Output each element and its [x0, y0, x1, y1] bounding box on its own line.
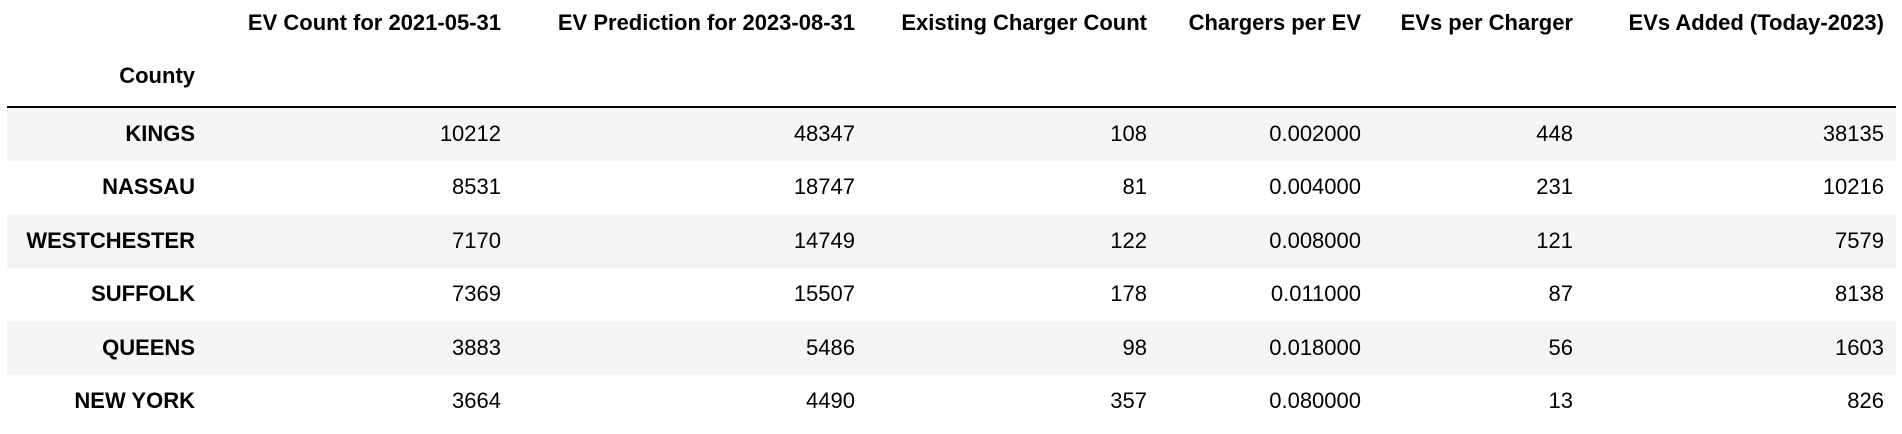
row-index-county: SUFFOLK — [91, 281, 195, 307]
table-row: NASSAU 8531 18747 81 0.004000 231 10216 — [7, 160, 1896, 214]
column-header-ev-prediction: EV Prediction for 2023-08-31 — [557, 10, 855, 35]
table-cell: 0.080000 — [1269, 388, 1361, 414]
table-cell: 826 — [1847, 388, 1884, 414]
table-cell: 13 — [1548, 388, 1573, 414]
column-header-blank — [7, 0, 207, 46]
table-cell: 231 — [1536, 174, 1573, 200]
table-row: WESTCHESTER 7170 14749 122 0.008000 121 … — [7, 214, 1896, 268]
table-cell: 48347 — [793, 121, 855, 147]
index-name: County — [7, 46, 207, 108]
column-header-ev-count: EV Count for 2021-05-31 — [247, 10, 501, 35]
index-name-spacer — [513, 46, 867, 108]
table-cell: 1603 — [1835, 334, 1884, 360]
table-cell: 98 — [1122, 334, 1147, 360]
table-cell: 178 — [1110, 281, 1147, 307]
table-cell: 7170 — [452, 227, 501, 253]
index-name-row: County — [7, 46, 1896, 108]
row-index-county: QUEENS — [102, 334, 195, 360]
table-cell: 357 — [1110, 388, 1147, 414]
table-row: SUFFOLK 7369 15507 178 0.011000 87 8138 — [7, 267, 1896, 321]
dataframe-table: EV Count for 2021-05-31 EV Prediction fo… — [7, 0, 1896, 428]
table-row: KINGS 10212 48347 108 0.002000 448 38135 — [7, 107, 1896, 161]
column-header-evs-per-charger: EVs per Charger — [1400, 10, 1573, 35]
table-cell: 56 — [1548, 334, 1573, 360]
table-cell: 10212 — [439, 121, 501, 147]
index-name-spacer — [867, 46, 1159, 108]
row-index-county: NEW YORK — [74, 388, 195, 414]
table-cell: 7579 — [1835, 227, 1884, 253]
table-cell: 5486 — [806, 334, 855, 360]
table-cell: 108 — [1110, 121, 1147, 147]
table-cell: 0.008000 — [1269, 227, 1361, 253]
index-name-spacer — [207, 46, 513, 108]
index-name-spacer — [1373, 46, 1585, 108]
index-name-spacer — [1585, 46, 1896, 108]
table-cell: 0.004000 — [1269, 174, 1361, 200]
row-index-county: WESTCHESTER — [26, 227, 195, 253]
table-cell: 15507 — [793, 281, 855, 307]
table-cell: 81 — [1122, 174, 1147, 200]
row-index-county: NASSAU — [102, 174, 195, 200]
column-header-row: EV Count for 2021-05-31 EV Prediction fo… — [7, 0, 1896, 46]
table-cell: 3883 — [452, 334, 501, 360]
table-body: KINGS 10212 48347 108 0.002000 448 38135… — [7, 107, 1896, 428]
table-cell: 7369 — [452, 281, 501, 307]
table-row: NEW YORK 3664 4490 357 0.080000 13 826 — [7, 374, 1896, 428]
table-cell: 18747 — [793, 174, 855, 200]
table-cell: 448 — [1536, 121, 1573, 147]
table-cell: 4490 — [806, 388, 855, 414]
table-cell: 8531 — [452, 174, 501, 200]
table-cell: 87 — [1548, 281, 1573, 307]
column-header-evs-added: EVs Added (Today-2023) — [1628, 10, 1884, 35]
column-header-chargers-per-ev: Chargers per EV — [1188, 10, 1361, 35]
table-cell: 0.011000 — [1270, 281, 1361, 307]
column-header-existing-charger-count: Existing Charger Count — [901, 10, 1147, 35]
index-name-spacer — [1159, 46, 1373, 108]
table-cell: 38135 — [1822, 121, 1884, 147]
table-cell: 121 — [1536, 227, 1573, 253]
table-cell: 0.002000 — [1269, 121, 1361, 147]
table-cell: 3664 — [452, 388, 501, 414]
table-cell: 8138 — [1835, 281, 1884, 307]
table-cell: 122 — [1110, 227, 1147, 253]
table-cell: 14749 — [793, 227, 855, 253]
row-index-county: KINGS — [125, 121, 195, 147]
table-cell: 0.018000 — [1269, 334, 1361, 360]
table-cell: 10216 — [1822, 174, 1884, 200]
table-header: EV Count for 2021-05-31 EV Prediction fo… — [7, 0, 1896, 108]
table-row: QUEENS 3883 5486 98 0.018000 56 1603 — [7, 321, 1896, 375]
